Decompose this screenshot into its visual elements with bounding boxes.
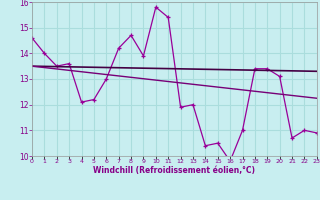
X-axis label: Windchill (Refroidissement éolien,°C): Windchill (Refroidissement éolien,°C) — [93, 166, 255, 175]
